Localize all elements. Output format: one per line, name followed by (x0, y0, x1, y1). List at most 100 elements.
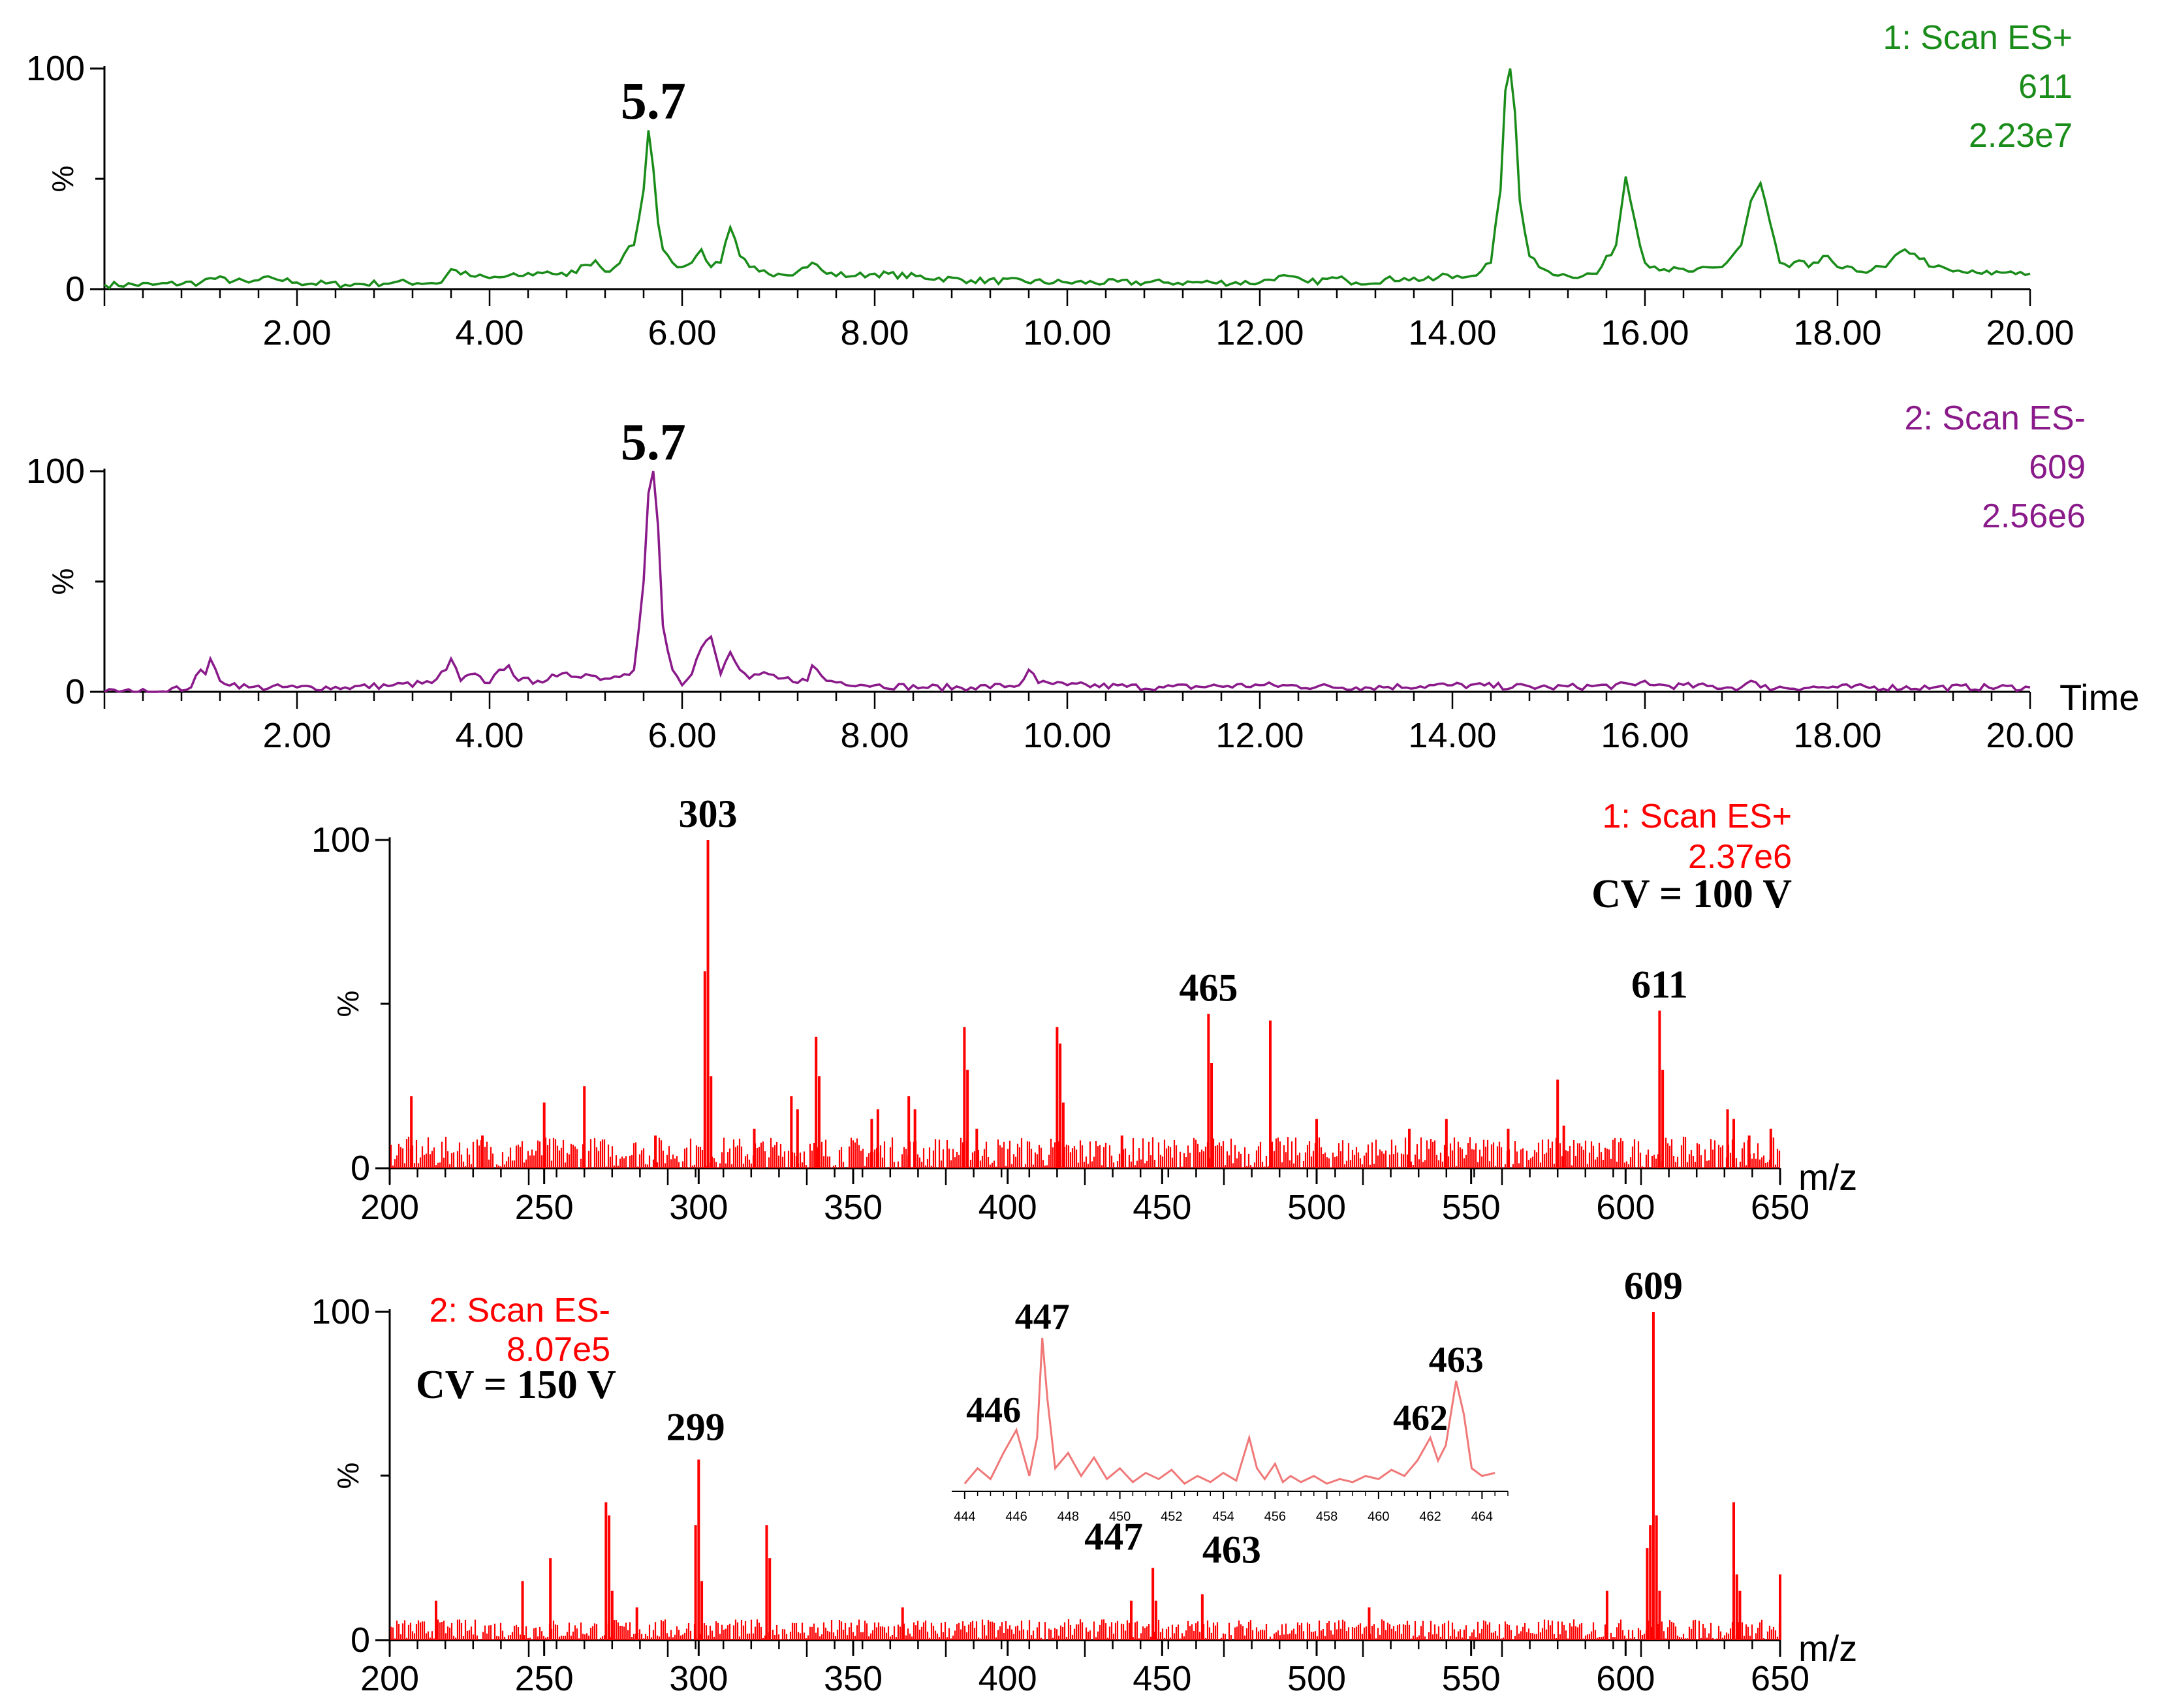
peak-label: 609 (1624, 1264, 1683, 1307)
inset-peak-label: 446 (966, 1390, 1021, 1431)
inset-x-tick-label: 450 (1109, 1510, 1131, 1524)
inset-peak-label: 462 (1393, 1398, 1448, 1438)
x-tick-label: 650 (1751, 1659, 1809, 1698)
inset-x-tick-label: 444 (954, 1510, 975, 1524)
x-tick-label: 2.00 (262, 313, 331, 352)
x-tick-label: 550 (1442, 1659, 1501, 1698)
inset-x-tick-label: 448 (1057, 1510, 1079, 1524)
y-axis-label: % (331, 1463, 365, 1489)
peak-label: 611 (1631, 963, 1688, 1006)
x-tick-label: 18.00 (1793, 716, 1881, 755)
y-tick-label: 0 (65, 270, 85, 309)
y-tick-label: 100 (26, 49, 85, 88)
peak-label: 5.7 (621, 73, 686, 131)
x-axis-title: m/z (1798, 1628, 1857, 1669)
inset-spectrum: 444 446 448 450 452 454 456 458 460 462 464 447 446 4… (952, 1297, 1509, 1524)
x-tick-label: 500 (1287, 1188, 1346, 1227)
inset-x-tick-label: 462 (1419, 1510, 1441, 1524)
x-tick-label: 200 (360, 1188, 419, 1227)
intensity-label: 2.56e6 (1982, 497, 2086, 535)
x-tick-label: 10.00 (1023, 716, 1111, 755)
intensity-label: 2.23e7 (1969, 117, 2073, 155)
x-tick-label: 350 (824, 1188, 883, 1227)
mass-label: 609 (2029, 448, 2086, 486)
scan-label: 2: Scan ES- (430, 1292, 610, 1329)
x-tick-label: 8.00 (840, 716, 909, 755)
scan-label: 1: Scan ES+ (1883, 19, 2073, 57)
x-tick-label: 650 (1751, 1188, 1809, 1227)
mass-label: 611 (2018, 68, 2073, 106)
series-line (104, 68, 2031, 290)
y-tick-label: 0 (65, 672, 85, 711)
x-tick-label: 250 (515, 1659, 574, 1698)
peak-label: 447 (1084, 1515, 1143, 1558)
y-tick-label: 100 (311, 820, 370, 860)
peak-label: 5.7 (621, 414, 686, 471)
inset-peak-label: 447 (1015, 1297, 1070, 1337)
x-tick-label: 600 (1596, 1188, 1655, 1227)
info-block: 2: Scan ES- 8.07e5 (430, 1292, 610, 1369)
x-tick-label: 16.00 (1601, 716, 1689, 755)
x-axis-title: Time (2059, 677, 2139, 718)
x-tick-label: 300 (669, 1659, 728, 1698)
inset-line (963, 1337, 1495, 1485)
spectrum-cv150: 2: Scan ES- 8.07e5 CV = 150 V m/z 100 0% 2… (311, 1264, 1857, 1698)
x-tick-label: 6.00 (648, 313, 716, 352)
inset-x-tick-label: 452 (1161, 1510, 1182, 1524)
series-line (104, 471, 2031, 693)
x-tick-label: 350 (824, 1659, 883, 1698)
x-tick-label: 450 (1133, 1188, 1191, 1227)
x-tick-label: 4.00 (455, 313, 524, 352)
x-tick-label: 20.00 (1986, 716, 2074, 755)
noise-floor (390, 1619, 1781, 1640)
x-tick-label: 12.00 (1215, 313, 1304, 352)
x-tick-label: 6.00 (648, 716, 716, 755)
info-block: 2: Scan ES- 609 2.56e6 (1905, 399, 2086, 535)
x-tick-label: 400 (978, 1188, 1037, 1227)
scan-label: 1: Scan ES+ (1602, 798, 1792, 835)
inset-peak-label: 463 (1429, 1340, 1484, 1380)
spectrum-cv100: 1: Scan ES+ 2.37e6 CV = 100 V m/z 100 0% 2… (311, 792, 1857, 1227)
x-tick-label: 500 (1287, 1659, 1346, 1698)
intensity-label: 8.07e5 (507, 1331, 610, 1369)
y-axis-label: % (46, 166, 80, 193)
inset-x-tick-label: 454 (1212, 1510, 1234, 1524)
scan-label: 2: Scan ES- (1905, 399, 2086, 437)
y-tick-label: 0 (351, 1149, 370, 1188)
y-axis-label: % (331, 991, 365, 1017)
x-tick-label: 12.00 (1215, 716, 1304, 755)
intensity-label: 2.37e6 (1688, 838, 1792, 876)
y-axis-label: % (46, 568, 80, 595)
y-tick-label: 100 (311, 1292, 370, 1331)
noise-floor (390, 1136, 1781, 1168)
x-tick-label: 600 (1596, 1659, 1655, 1698)
x-tick-label: 14.00 (1408, 313, 1496, 352)
y-tick-label: 0 (351, 1621, 370, 1660)
inset-x-tick-label: 464 (1471, 1510, 1493, 1524)
inset-x-tick-label: 456 (1264, 1510, 1286, 1524)
x-tick-label: 2.00 (262, 716, 331, 755)
x-tick-label: 8.00 (840, 313, 909, 352)
x-tick-label: 16.00 (1601, 313, 1689, 352)
x-tick-label: 200 (360, 1659, 419, 1698)
x-tick-label: 4.00 (455, 716, 524, 755)
info-block: 1: Scan ES+ 2.37e6 (1602, 798, 1792, 876)
x-tick-label: 20.00 (1986, 313, 2074, 352)
peak-label: 465 (1179, 967, 1238, 1010)
peak-label: 303 (679, 792, 738, 835)
info-block: 1: Scan ES+ 611 2.23e7 (1883, 19, 2073, 155)
x-tick-label: 250 (515, 1188, 574, 1227)
x-tick-label: 400 (978, 1659, 1037, 1698)
peak-label: 463 (1202, 1529, 1261, 1572)
inset-x-tick-label: 458 (1316, 1510, 1338, 1524)
x-tick-label: 18.00 (1793, 313, 1881, 352)
x-tick-label: 300 (669, 1188, 728, 1227)
cv-label: CV = 100 V (1591, 872, 1792, 916)
x-axis-title: m/z (1798, 1157, 1857, 1198)
y-tick-label: 100 (26, 452, 85, 491)
x-tick-label: 14.00 (1408, 716, 1496, 755)
inset-x-tick-label: 446 (1005, 1510, 1027, 1524)
x-tick-label: 550 (1442, 1188, 1501, 1227)
peak-label: 299 (666, 1405, 725, 1448)
